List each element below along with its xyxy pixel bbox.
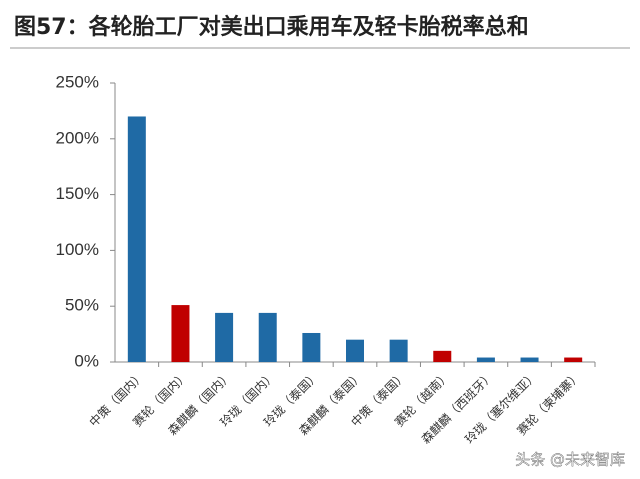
- bar: [346, 339, 364, 362]
- watermark: 头条 @未来智库: [515, 451, 625, 469]
- bar: [171, 305, 190, 362]
- bar: [127, 116, 146, 362]
- y-tick-label: 200%: [56, 128, 99, 147]
- chart-title: 图57：各轮胎工厂对美出口乘用车及轻卡胎税率总和: [14, 14, 529, 40]
- y-tick-label: 150%: [56, 184, 99, 203]
- bar: [433, 350, 452, 362]
- bar: [389, 339, 408, 362]
- x-tick-label: 森麒麟（西班牙）: [418, 368, 496, 446]
- y-tick-label: 100%: [56, 240, 99, 259]
- bar: [564, 357, 583, 362]
- y-tick-label: 250%: [56, 72, 99, 91]
- y-tick-label: 50%: [65, 296, 99, 315]
- y-tick-label: 0%: [74, 351, 99, 370]
- bar: [258, 312, 277, 362]
- bar: [302, 332, 321, 362]
- bar: [476, 357, 495, 362]
- bar: [215, 312, 234, 362]
- bar: [520, 357, 539, 362]
- x-tick-label: 玲珑（塞尔维亚）: [462, 368, 540, 446]
